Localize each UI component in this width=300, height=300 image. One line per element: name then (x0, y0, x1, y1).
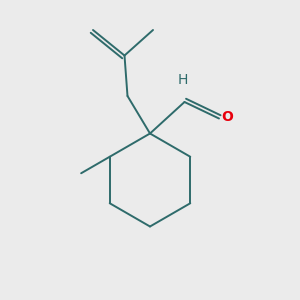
Text: H: H (178, 74, 188, 87)
Text: O: O (221, 110, 233, 124)
